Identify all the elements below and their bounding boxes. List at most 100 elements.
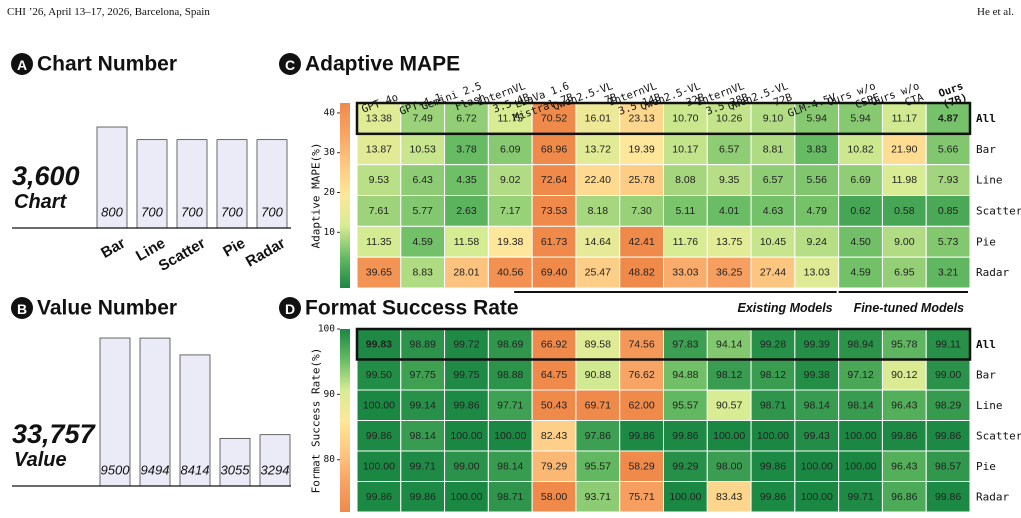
cell-label: 66.92: [541, 338, 567, 350]
heatmap-cell: [400, 389, 446, 421]
cell-label: 13.03: [804, 267, 830, 279]
heatmap-cell: [356, 133, 402, 166]
badge-circle: [11, 53, 33, 75]
row-label: Scatter: [976, 429, 1021, 442]
cell-label: 4.59: [850, 267, 871, 279]
cell-label: 90.88: [585, 369, 611, 381]
cell-label: 98.89: [410, 338, 436, 350]
total-label: 3,600: [12, 161, 80, 191]
cell-label: 23.13: [628, 112, 654, 124]
heatmap-cell: [750, 195, 796, 227]
cell-label: 3.78: [456, 143, 477, 155]
cell-label: 99.86: [760, 491, 786, 503]
cell-label: 7.93: [938, 174, 959, 186]
cell-label: 98.57: [935, 460, 961, 472]
cell-label: 9.00: [894, 236, 915, 248]
heatmap-cell: [838, 256, 883, 289]
cell-label: 10.26: [716, 112, 742, 124]
cell-label: 64.75: [541, 369, 567, 381]
heatmap-cell: [400, 164, 446, 197]
cell-label: 99.00: [453, 460, 479, 472]
heatmap-cell: [925, 328, 971, 360]
cell-label: 99.14: [410, 399, 436, 411]
row-label: Radar: [976, 266, 1009, 279]
cell-label: 0.58: [894, 205, 915, 217]
heatmap-cell: [531, 133, 577, 166]
cell-label: 5.94: [807, 112, 828, 124]
colorbar-tick-label: 30: [324, 147, 336, 158]
cell-label: 9.24: [807, 236, 828, 248]
heatmap-cell: [575, 450, 621, 482]
cell-label: 97.12: [847, 369, 873, 381]
row-label: Bar: [976, 143, 996, 156]
heatmap-cell: [881, 389, 927, 421]
cell-label: 100.00: [844, 430, 876, 442]
cell-label: 4.63: [763, 205, 784, 217]
cell-label: 98.14: [804, 399, 830, 411]
heatmap-cell: [575, 481, 621, 513]
heatmap-cell: [400, 420, 446, 452]
cell-label: 11.35: [366, 236, 392, 248]
heatmap-cell: [444, 256, 489, 289]
cell-label: 94.14: [716, 338, 742, 350]
heatmap-cell: [881, 420, 927, 452]
heatmap-cell: [400, 359, 446, 391]
cell-label: 9.53: [369, 174, 390, 186]
heatmap-cell: [838, 133, 883, 166]
row-highlight-box: [355, 327, 972, 361]
row-label: Bar: [976, 368, 996, 381]
cell-label: 7.17: [500, 205, 521, 217]
bar-value-label: 3055: [221, 463, 251, 478]
cell-label: 25.78: [628, 174, 654, 186]
heatmap-cell: [619, 328, 665, 360]
panel-title: Value Number: [37, 297, 177, 320]
cell-label: 99.00: [935, 369, 961, 381]
cell-label: 4.59: [412, 236, 433, 248]
cell-label: 98.14: [410, 430, 436, 442]
heatmap-cell: [663, 164, 708, 197]
cell-label: 100.00: [450, 430, 482, 442]
heatmap-cell: [881, 256, 927, 289]
heatmap-cell: [750, 164, 796, 197]
heatmap-cell: [444, 164, 489, 197]
colorbar: [340, 103, 350, 288]
cell-label: 100.00: [713, 430, 745, 442]
heatmap-cell: [619, 481, 665, 513]
heatmap-cell: [750, 359, 796, 391]
heatmap-cell: [706, 420, 752, 452]
cell-label: 9.10: [763, 112, 784, 124]
cell-label: 75.71: [628, 491, 654, 503]
cell-label: 6.57: [719, 143, 740, 155]
cell-label: 69.71: [585, 399, 611, 411]
heatmap-cell: [881, 450, 927, 482]
cell-label: 98.14: [497, 460, 523, 472]
cell-label: 5.66: [938, 143, 959, 155]
cell-label: 70.52: [541, 112, 567, 124]
cell-label: 99.50: [366, 369, 392, 381]
badge-circle: [279, 53, 301, 75]
cell-label: 6.72: [456, 112, 477, 124]
heatmap-cell: [794, 481, 840, 513]
cell-label: 40.56: [497, 267, 523, 279]
cell-label: 98.71: [497, 491, 523, 503]
heatmap-cell: [881, 164, 927, 197]
cell-label: 10.70: [672, 112, 698, 124]
cell-label: 33.03: [672, 267, 698, 279]
panel-title: Chart Number: [37, 53, 177, 76]
cell-label: 83.43: [716, 491, 742, 503]
cell-label: 82.43: [541, 430, 567, 442]
heatmap-cell: [400, 195, 446, 227]
cell-label: 21.90: [891, 143, 917, 155]
badge-letter: A: [17, 57, 27, 73]
cell-label: 3.83: [807, 143, 828, 155]
heatmap-cell: [356, 256, 402, 289]
heatmap-cell: [575, 164, 621, 197]
row-label: All: [976, 338, 996, 351]
colorbar-tick-label: 100: [318, 324, 335, 335]
badge-letter: B: [17, 301, 27, 317]
heatmap-cell: [925, 481, 971, 513]
cell-label: 22.40: [585, 174, 611, 186]
heatmap-cell: [487, 389, 533, 421]
cell-label: 7.49: [412, 112, 433, 124]
